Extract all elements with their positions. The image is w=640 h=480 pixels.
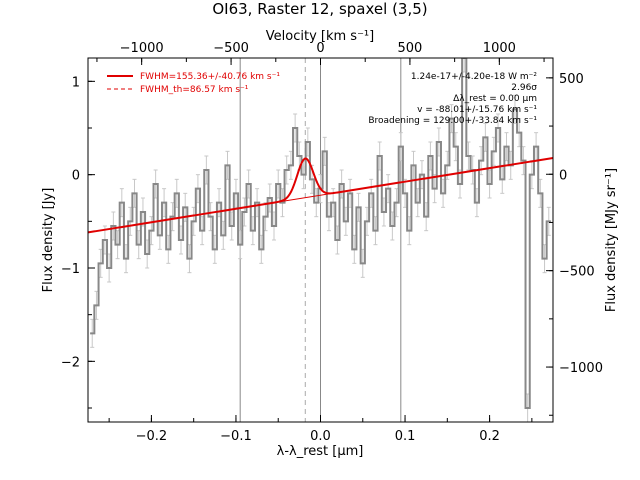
annotation-sigma: 2.96σ [511,83,537,93]
fit-line [88,156,553,234]
x-tick-label: −0.1 [220,429,252,444]
x-tick-label: 0.0 [310,429,331,444]
top-tick-label: 1000 [483,41,516,56]
annotation-velocity: v = -88.01+/-15.76 km s⁻¹ [417,105,537,115]
annotations: 1.24e-17+/-4.20e-18 W m⁻² 2.96σ Δλ_rest … [368,72,537,126]
legend-entry-fwhm: FWHM=155.36+/-40.76 km s⁻¹ [140,72,280,82]
fit-series [88,156,553,234]
x-tick-label: −0.2 [136,429,168,444]
x-axis-label: λ-λ_rest [μm] [277,444,364,459]
x-tick-label: 0.2 [479,429,500,444]
y-axis-ticks: −2 −1 0 1 [61,75,95,409]
annotation-flux: 1.24e-17+/-4.20e-18 W m⁻² [411,72,538,82]
top-tick-label: −1000 [120,41,164,56]
right-tick-label: −1000 [559,361,603,376]
x-axis-ticks: −0.2 −0.1 0.0 0.1 0.2 [108,415,533,444]
top-axis-ticks: −1000 −500 0 500 1000 [96,41,545,65]
top-tick-label: 0 [316,41,324,56]
top-axis-label: Velocity [km s⁻¹] [266,29,374,44]
right-tick-label: 500 [559,72,584,87]
annotation-offset: Δλ_rest = 0.00 μm [453,94,537,104]
top-tick-label: −500 [213,41,249,56]
right-axis-ticks: −1000 −500 0 500 [546,72,603,416]
right-tick-label: −500 [559,265,595,280]
y-tick-label: −1 [61,262,80,277]
right-tick-label: 0 [559,168,567,183]
y-tick-label: 1 [72,75,80,90]
legend-entry-fwhm-th: FWHM_th=86.57 km s⁻¹ [140,85,249,95]
y-tick-label: 0 [72,169,80,184]
y-tick-label: −2 [61,355,80,370]
y-axis-label: Flux density [Jy] [41,188,56,293]
annotation-broadening: Broadening = 129.00+/-33.84 km s⁻¹ [368,116,537,126]
chart-title: OI63, Raster 12, spaxel (3,5) [212,0,427,18]
x-tick-label: 0.1 [395,429,416,444]
legend: FWHM=155.36+/-40.76 km s⁻¹ FWHM_th=86.57… [107,72,280,95]
right-axis-label: Flux density [MJy sr⁻¹] [604,168,619,312]
top-tick-label: 500 [398,41,423,56]
